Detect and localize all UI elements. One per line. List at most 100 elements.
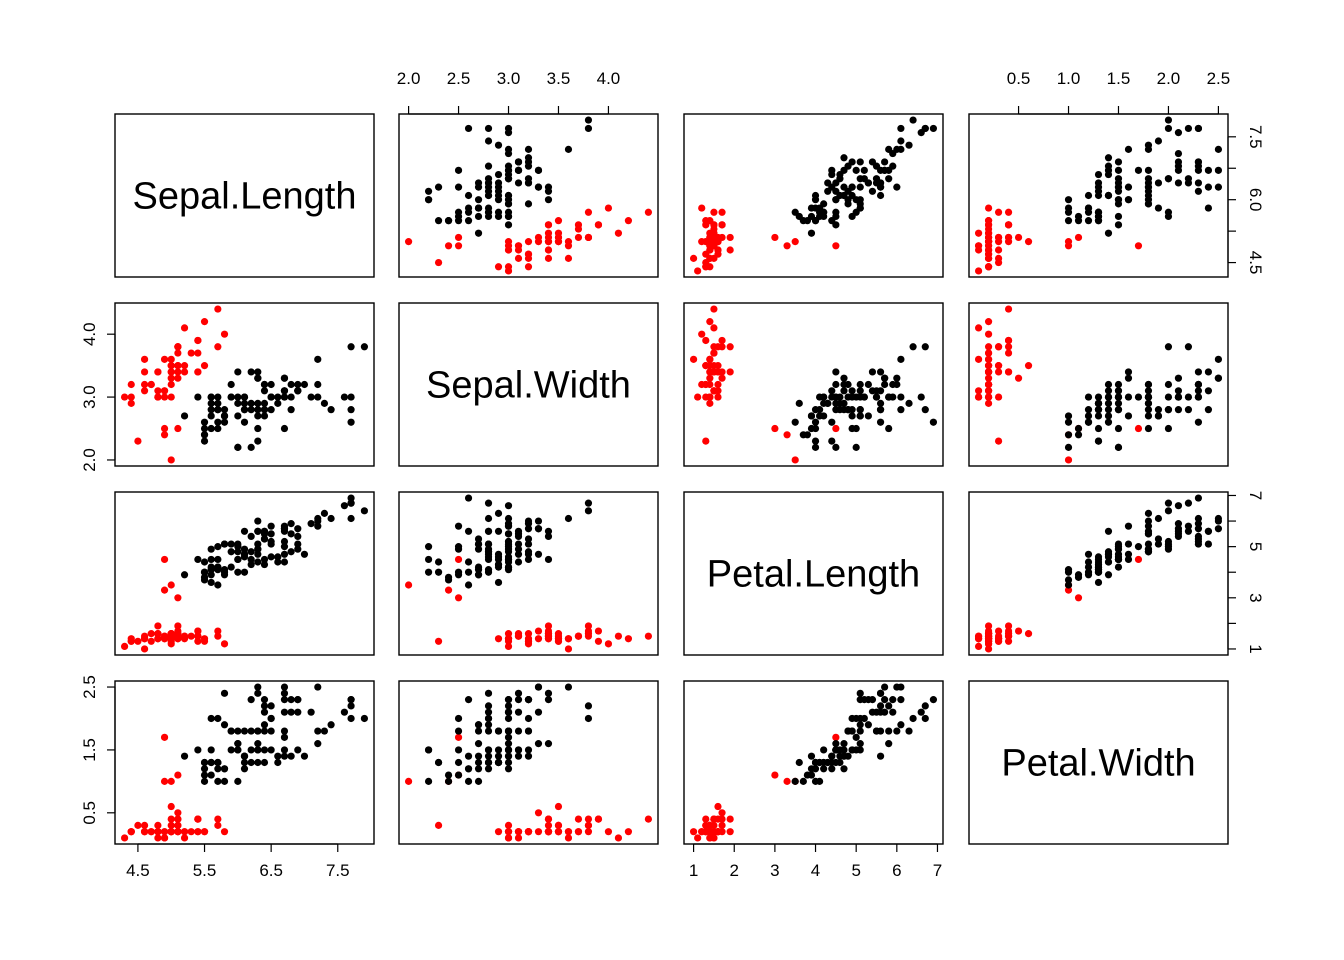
data-point	[584, 208, 593, 216]
data-point	[134, 437, 142, 445]
data-point	[889, 380, 897, 389]
data-point	[247, 406, 255, 414]
data-point	[424, 777, 433, 785]
data-point	[314, 355, 322, 363]
data-point	[844, 752, 852, 760]
data-point	[220, 721, 229, 729]
data-point	[200, 758, 209, 767]
data-point	[200, 576, 209, 584]
data-point	[994, 208, 1003, 216]
data-point	[160, 733, 169, 741]
data-point	[267, 727, 275, 735]
data-point	[1004, 305, 1013, 313]
data-point	[1124, 555, 1133, 564]
data-point	[1194, 494, 1203, 502]
data-point	[147, 630, 155, 638]
data-point	[994, 246, 1003, 254]
data-point	[274, 553, 282, 561]
data-point	[1124, 183, 1133, 191]
data-point	[180, 324, 189, 332]
data-point	[280, 550, 289, 558]
data-point	[254, 517, 262, 525]
data-point	[454, 568, 463, 576]
data-point	[1114, 424, 1123, 433]
data-point	[360, 507, 369, 515]
data-point	[340, 393, 349, 401]
data-point	[584, 821, 593, 829]
data-point	[718, 208, 726, 216]
data-point	[534, 809, 543, 817]
data-point	[504, 746, 513, 754]
data-point	[832, 380, 840, 389]
data-point	[240, 527, 249, 535]
data-point	[534, 635, 543, 643]
data-point	[254, 424, 262, 433]
data-point	[783, 242, 791, 250]
data-point	[1144, 530, 1153, 538]
data-point	[893, 183, 901, 191]
data-point	[154, 828, 162, 836]
data-point	[154, 622, 162, 630]
data-point	[1154, 204, 1163, 212]
data-point	[702, 437, 710, 445]
data-point	[464, 568, 473, 576]
data-point	[287, 696, 295, 704]
data-point	[504, 221, 513, 229]
top-tick-label: 2.0	[397, 69, 421, 88]
data-point	[504, 530, 513, 538]
data-point	[194, 815, 202, 823]
data-point	[702, 217, 710, 225]
data-point	[872, 179, 881, 187]
data-point	[174, 622, 182, 630]
data-point	[140, 387, 149, 395]
data-point	[844, 406, 852, 414]
panel-petal-length-vs-sepal-length	[114, 491, 375, 656]
data-point	[1004, 336, 1013, 345]
data-point	[864, 412, 872, 420]
data-point	[554, 828, 563, 836]
data-point	[832, 242, 840, 250]
data-point	[534, 183, 543, 191]
bottom-tick-label: 6	[892, 861, 901, 880]
data-point	[227, 548, 235, 556]
data-point	[1184, 393, 1193, 401]
data-point	[534, 238, 543, 246]
data-point	[1204, 527, 1213, 535]
data-point	[771, 424, 779, 433]
left-tick-label: 0.5	[80, 801, 99, 825]
data-point	[1164, 424, 1173, 433]
data-point	[504, 696, 513, 704]
data-point	[504, 630, 513, 638]
data-point	[828, 437, 836, 445]
data-point	[917, 393, 925, 401]
data-point	[214, 821, 222, 829]
data-point	[404, 777, 413, 785]
data-point	[1204, 183, 1213, 191]
bottom-tick-label: 4	[811, 861, 820, 880]
data-point	[504, 740, 513, 748]
data-point	[726, 343, 734, 351]
data-point	[1114, 443, 1123, 451]
data-point	[504, 834, 513, 842]
data-point	[544, 689, 553, 697]
data-point	[524, 714, 533, 723]
data-point	[856, 721, 864, 729]
data-point	[524, 746, 533, 754]
data-point	[702, 263, 710, 271]
top-tick-label: 1.0	[1057, 69, 1081, 88]
data-point	[893, 374, 901, 382]
data-point	[234, 548, 242, 556]
data-point	[1174, 158, 1183, 166]
data-point	[820, 746, 828, 754]
data-point	[1064, 566, 1073, 574]
data-point	[799, 217, 807, 225]
data-point	[921, 702, 929, 710]
data-point	[207, 571, 215, 579]
data-point	[234, 740, 242, 748]
data-point	[347, 714, 355, 723]
data-point	[1094, 553, 1103, 561]
data-point	[1114, 196, 1123, 204]
data-point	[254, 545, 262, 553]
data-point	[280, 558, 289, 566]
data-point	[984, 330, 993, 338]
